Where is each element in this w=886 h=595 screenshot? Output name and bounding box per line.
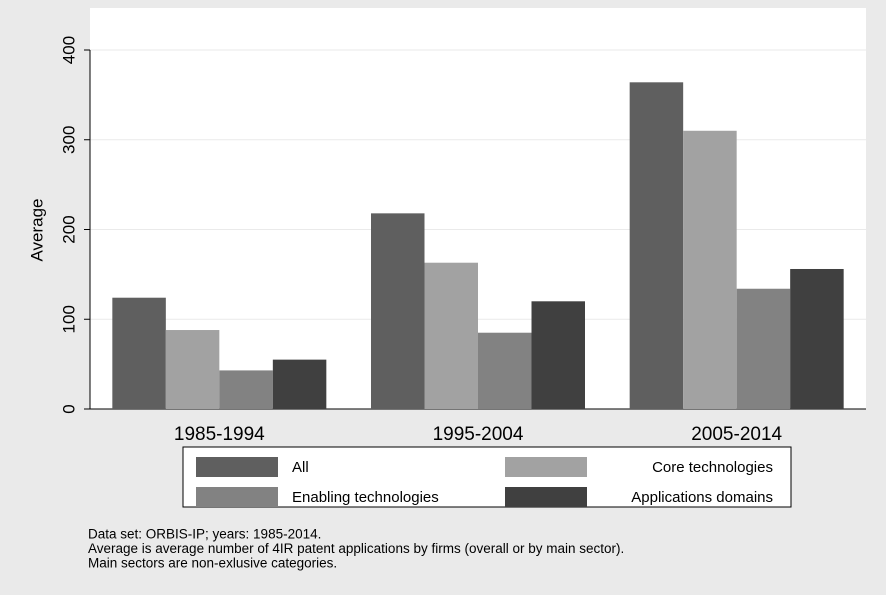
bar xyxy=(371,213,425,409)
bar xyxy=(683,130,737,409)
x-tick-label: 1985-1994 xyxy=(174,424,265,445)
legend-swatch xyxy=(505,487,587,507)
bar xyxy=(531,301,585,409)
legend-swatch xyxy=(196,457,278,477)
legend-label: All xyxy=(292,459,309,476)
legend xyxy=(182,446,792,508)
note: Data set: ORBIS-IP; years: 1985-2014. xyxy=(88,527,321,542)
bar xyxy=(478,332,532,409)
y-tick-label: 100 xyxy=(59,305,78,333)
legend-label: Applications domains xyxy=(631,489,773,506)
bar xyxy=(165,330,220,409)
note: Main sectors are non-exlusive categories… xyxy=(88,556,337,571)
bar xyxy=(112,297,166,409)
y-tick-label: 200 xyxy=(59,215,78,243)
legend-swatch xyxy=(196,487,278,507)
y-tick-label: 0 xyxy=(59,404,78,413)
bar xyxy=(736,288,791,409)
legend-label: Core technologies xyxy=(652,459,773,476)
y-tick-label: 400 xyxy=(59,36,78,64)
legend-swatch xyxy=(505,457,587,477)
bar xyxy=(272,359,327,409)
bar xyxy=(790,268,844,409)
x-tick-label: 1995-2004 xyxy=(433,424,524,445)
legend-label: Enabling technologies xyxy=(292,489,439,506)
bar xyxy=(629,82,684,409)
bar xyxy=(424,262,478,409)
y-tick-label: 300 xyxy=(59,126,78,154)
note: Average is average number of 4IR patent … xyxy=(88,541,624,556)
y-axis-label: Average xyxy=(27,198,46,261)
x-tick-label: 2005-2014 xyxy=(691,424,782,445)
bar xyxy=(219,370,273,409)
